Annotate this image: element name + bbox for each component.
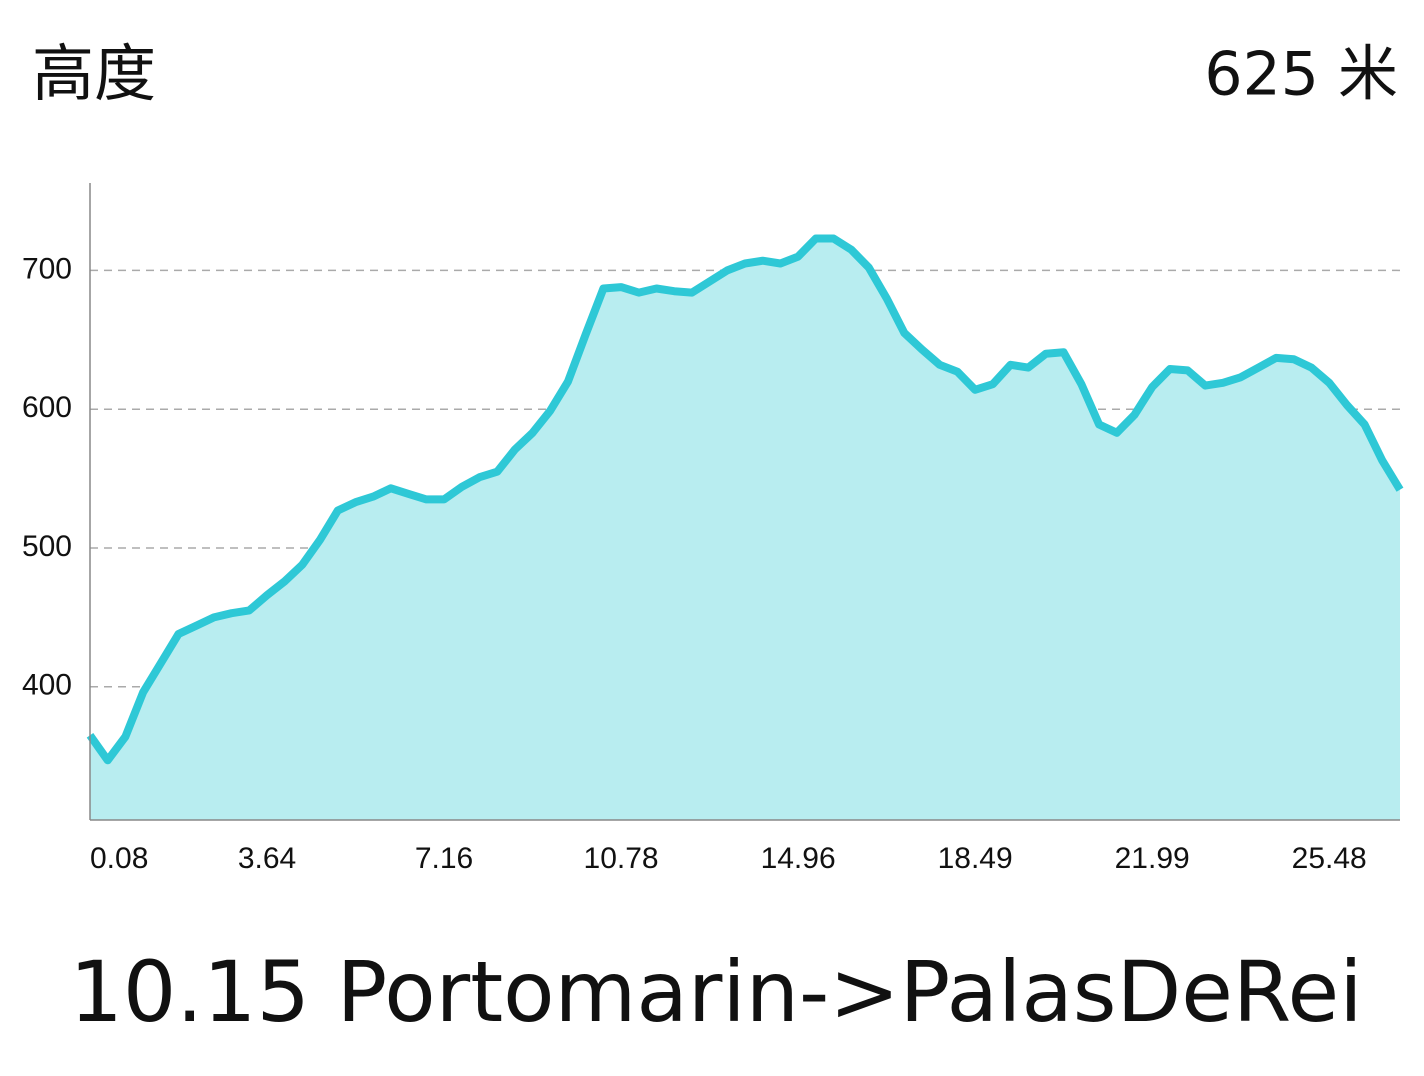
y-tick-label: 500 xyxy=(22,530,72,563)
x-tick-label: 21.99 xyxy=(1115,842,1190,875)
header-title: 高度 xyxy=(32,37,156,110)
x-tick-label: 7.16 xyxy=(415,842,473,875)
area-line xyxy=(86,234,1404,765)
area-fill xyxy=(90,238,1400,820)
x-tick-label: 10.78 xyxy=(584,842,659,875)
x-tick-label: 14.96 xyxy=(761,842,836,875)
x-tick-label: 18.49 xyxy=(938,842,1013,875)
y-tick-label: 700 xyxy=(22,252,72,285)
header-value: 625 米 xyxy=(1204,40,1398,110)
x-tick-label: 0.08 xyxy=(90,842,148,875)
caption: 10.15 Portomarin->PalasDeRei xyxy=(69,943,1362,1041)
x-tick-label: 3.64 xyxy=(238,842,296,875)
y-tick-label: 400 xyxy=(22,669,72,702)
y-tick-label: 600 xyxy=(22,391,72,424)
x-tick-label: 25.48 xyxy=(1292,842,1367,875)
